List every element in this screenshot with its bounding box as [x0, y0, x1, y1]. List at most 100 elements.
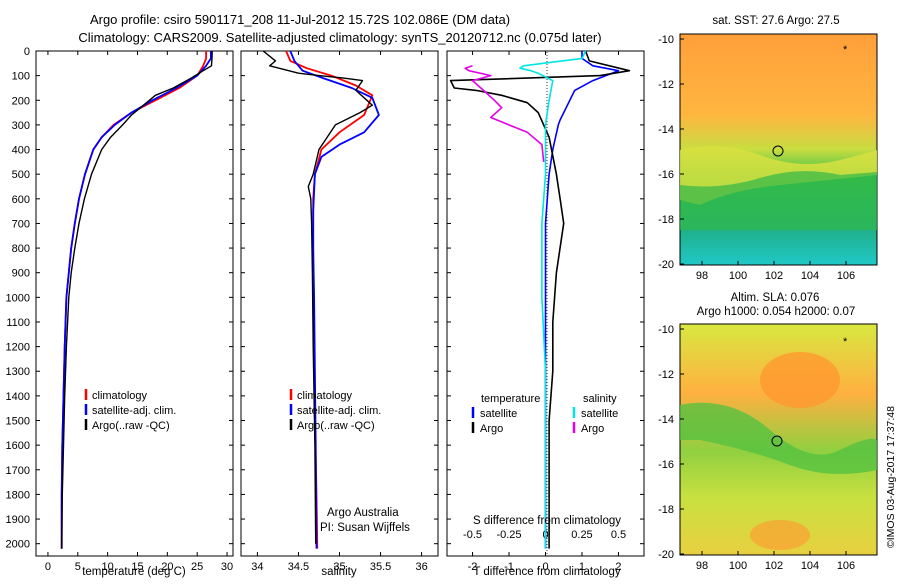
- depth-tick-label: 500: [12, 169, 30, 181]
- map-y-tick-label: -14: [658, 414, 674, 426]
- temperature-xlabel: temperature (deg C): [82, 566, 186, 578]
- x-tick-label: 25: [191, 561, 203, 573]
- sst-map-title: sat. SST: 27.6 Argo: 27.5: [712, 15, 839, 27]
- t-diff-label: T difference from climatology: [473, 566, 620, 578]
- sla-marker: *: [843, 336, 848, 348]
- depth-tick-label: 300: [12, 120, 30, 132]
- series-satellite-adj-clim-: [60, 51, 212, 549]
- map-y-tick-label: -12: [658, 79, 674, 91]
- salinity-xlabel: salinity: [321, 566, 356, 578]
- legend-label: climatology: [92, 390, 148, 402]
- map-y-tick-label: -12: [658, 369, 674, 381]
- temperature-legend: climatology satellite-adj. clim. Argo(..ra…: [84, 389, 176, 432]
- credit: ©IMOS 03-Aug-2017 17:37:48: [885, 406, 897, 548]
- map-y-tick-label: -20: [658, 549, 674, 561]
- x-tick-label: 20: [161, 561, 173, 573]
- depth-tick-label: 1500: [6, 416, 30, 428]
- sla-low-band: [680, 402, 877, 474]
- difference-panel: -2 -1 0 1 2-0.5 -0.25 0 0.25 0.5 S difference fr…: [446, 50, 645, 578]
- x-tick-label: 36: [415, 561, 427, 573]
- map-y-tick-label: -16: [658, 459, 674, 471]
- depth-tick-label: 0: [24, 46, 30, 58]
- map-x-tick-label: 98: [696, 560, 708, 572]
- x-tick-label: 34: [251, 561, 263, 573]
- legend-label: satellite: [480, 408, 517, 420]
- sla-argo-position: [771, 435, 783, 447]
- depth-tick-label: 900: [12, 268, 30, 280]
- depth-tick-label: 1600: [6, 440, 30, 452]
- map-x-tick-label: 106: [837, 270, 855, 282]
- depth-tick-label: 1900: [6, 514, 30, 526]
- legend-label: satellite-adj. clim.: [92, 405, 176, 417]
- legend-label: Argo(..raw -QC): [92, 420, 170, 432]
- sst-map: sat. SST: 27.6 Argo: 27.5 * -10 -12 -14 -16…: [658, 15, 878, 282]
- map-x-tick-label: 106: [837, 560, 855, 572]
- map-x-tick-label: 102: [765, 270, 783, 282]
- sst-argo-position: [772, 145, 784, 157]
- map-y-tick-label: -10: [658, 324, 674, 336]
- series-s-satellite: [519, 51, 587, 549]
- x-tick-label: 0: [542, 561, 548, 573]
- x-tick-label: 10: [102, 561, 114, 573]
- x-tick-label: 35.5: [370, 561, 391, 573]
- salinity-legend: climatology satellite-adj. clim. Argo(..ra…: [289, 389, 381, 432]
- x-tick-label: 5: [75, 561, 81, 573]
- depth-tick-label: 800: [12, 243, 30, 255]
- salinity-axes: [240, 50, 439, 557]
- title-line2: Climatology: CARS2009. Satellite-adjuste…: [78, 30, 601, 45]
- series-s-argo: [464, 65, 545, 162]
- x-tick-label: 34.5: [288, 561, 309, 573]
- map-y-tick-label: -20: [658, 259, 674, 271]
- map-x-tick-label: 104: [801, 560, 819, 572]
- map-y-tick-label: -18: [658, 214, 674, 226]
- series-t-argo: [449, 51, 631, 549]
- depth-tick-label: 1400: [6, 391, 30, 403]
- map-y-tick-label: -10: [658, 34, 674, 46]
- sla-map-title1: Altim. SLA: 0.076: [731, 292, 820, 304]
- x-tick-label: 30: [221, 561, 233, 573]
- map-x-tick-label: 100: [729, 560, 747, 572]
- depth-tick-label: 400: [12, 145, 30, 157]
- depth-tick-label: 200: [12, 95, 30, 107]
- s-tick-label: -0.25: [496, 529, 521, 541]
- legend-label: Argo(..raw -QC): [297, 420, 375, 432]
- map-y-tick-label: -14: [658, 124, 674, 136]
- annotation-line1: Argo Australia: [327, 507, 399, 519]
- title-line1: Argo profile: csiro 5901171_208 11-Jul-2…: [90, 12, 510, 27]
- map-x-tick-label: 104: [801, 270, 819, 282]
- depth-tick-label: 1000: [6, 292, 30, 304]
- legend-label: Argo: [581, 423, 604, 435]
- sla-high: [760, 352, 840, 408]
- depth-tick-label: 1800: [6, 489, 30, 501]
- s-tick-label: 0.25: [571, 529, 592, 541]
- x-tick-label: 2: [615, 561, 621, 573]
- depth-tick-label: 1100: [6, 317, 30, 329]
- legend-salinity-title: salinity: [583, 393, 617, 405]
- x-tick-label: 1: [579, 561, 585, 573]
- legend-label: satellite: [581, 408, 618, 420]
- x-tick-label: 0: [45, 561, 51, 573]
- annotation-line2: PI: Susan Wijffels: [320, 522, 410, 534]
- temperature-panel: 0100200300400500600700800900100011001200…: [6, 46, 234, 578]
- x-tick-label: 35: [333, 561, 345, 573]
- x-tick-label: -1: [504, 561, 514, 573]
- map-x-tick-label: 98: [696, 270, 708, 282]
- series-argo-raw-qc-: [262, 51, 373, 544]
- sla-high-south: [750, 520, 810, 550]
- sst-marker: *: [843, 44, 848, 56]
- salinity-panel: 34 34.5 35 35.5 36 salinity climatology satel…: [240, 50, 439, 578]
- depth-tick-label: 700: [12, 218, 30, 230]
- depth-tick-label: 2000: [6, 539, 30, 551]
- x-tick-label: 15: [131, 561, 143, 573]
- depth-tick-label: 100: [12, 71, 30, 83]
- legend-temperature-title: temperature: [481, 393, 540, 405]
- map-x-tick-label: 100: [729, 270, 747, 282]
- s-tick-label: 0.5: [611, 529, 626, 541]
- depth-tick-label: 1700: [6, 465, 30, 477]
- legend-label: satellite-adj. clim.: [297, 405, 381, 417]
- depth-tick-label: 1300: [6, 366, 30, 378]
- depth-tick-label: 600: [12, 194, 30, 206]
- sst-cool-water: [680, 171, 877, 230]
- sla-map-title2: Argo h1000: 0.054 h2000: 0.07: [697, 306, 856, 318]
